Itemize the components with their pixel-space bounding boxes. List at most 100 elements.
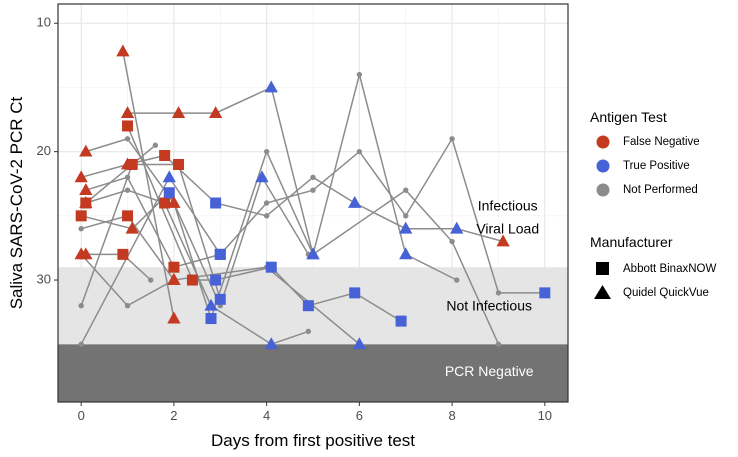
data-point-square xyxy=(173,158,185,170)
data-point-triangle xyxy=(167,311,181,324)
subject-line xyxy=(80,163,222,306)
data-point-circle xyxy=(78,341,84,347)
data-point-circle xyxy=(356,148,363,155)
data-point-triangle xyxy=(125,221,139,234)
data-point-circle xyxy=(356,71,363,78)
data-point-square xyxy=(210,274,222,286)
legend-label: True Positive xyxy=(623,160,690,172)
data-point-square xyxy=(117,248,129,260)
data-point-triangle xyxy=(167,196,181,208)
data-point-square xyxy=(214,293,226,305)
annotation-text: Not Infectious xyxy=(446,298,532,314)
annotation-text: Infectious xyxy=(478,198,538,214)
data-point-square xyxy=(265,261,277,273)
data-point-square xyxy=(186,274,198,286)
data-point-square xyxy=(168,261,180,273)
legend-label: Not Performed xyxy=(623,184,698,196)
y-tick-label: 20 xyxy=(37,143,51,158)
data-point-triangle xyxy=(399,247,413,260)
annotation-text: PCR Negative xyxy=(445,363,534,379)
data-point-triangle xyxy=(399,221,413,234)
legend-title-antigen: Antigen Test xyxy=(590,109,667,125)
data-point-triangle xyxy=(348,196,362,208)
data-points xyxy=(74,44,551,350)
subject-line xyxy=(81,175,310,308)
data-point-square xyxy=(126,158,138,170)
x-tick-label: 4 xyxy=(263,408,270,423)
data-point-square xyxy=(122,120,134,132)
legend-label: Quidel QuickVue xyxy=(623,287,709,299)
data-point-triangle xyxy=(450,221,464,234)
data-point-triangle xyxy=(79,247,93,260)
data-point-circle xyxy=(310,187,316,193)
data-point-circle xyxy=(403,213,409,219)
data-point-triangle xyxy=(120,106,135,119)
subject-line xyxy=(122,51,175,319)
data-point-square xyxy=(75,210,87,222)
data-point-triangle xyxy=(162,170,176,183)
data-point-circle xyxy=(305,328,312,335)
plot-border xyxy=(57,3,569,403)
legend-swatch-circle xyxy=(596,183,610,197)
legend-title-manufacturer: Manufacturer xyxy=(590,234,673,250)
data-point-triangle xyxy=(255,170,269,183)
band-pcr-negative xyxy=(58,344,568,402)
data-point-circle xyxy=(152,142,159,148)
data-point-square xyxy=(539,287,551,299)
data-point-triangle xyxy=(204,298,218,311)
x-tick-label: 2 xyxy=(170,408,177,423)
data-point-circle xyxy=(454,277,460,283)
data-point-triangle xyxy=(79,196,93,208)
annotation-text: Viral Load xyxy=(476,221,539,237)
data-point-circle xyxy=(263,200,270,206)
x-tick-label: 10 xyxy=(538,408,552,423)
data-point-square xyxy=(159,149,171,161)
data-point-circle xyxy=(263,148,270,155)
x-tick-label: 0 xyxy=(78,408,85,423)
data-point-circle xyxy=(124,187,131,193)
y-axis-title: Saliva SARS-CoV-2 PCR Ct xyxy=(7,96,26,309)
data-point-square xyxy=(214,248,226,260)
data-point-circle xyxy=(449,238,455,245)
data-point-square xyxy=(159,197,171,209)
data-point-triangle xyxy=(79,183,93,196)
data-point-triangle xyxy=(167,273,181,285)
data-point-triangle xyxy=(496,234,510,247)
x-axis-title: Days from first positive test xyxy=(211,431,415,450)
data-point-square xyxy=(210,197,222,209)
legend-swatch-square xyxy=(596,262,609,275)
data-point-triangle xyxy=(171,106,186,119)
data-point-square xyxy=(205,313,217,325)
data-point-circle xyxy=(124,136,131,142)
data-point-circle xyxy=(495,341,502,347)
data-point-circle xyxy=(263,213,270,219)
data-point-triangle xyxy=(208,106,223,119)
legend-swatch-circle xyxy=(596,135,610,149)
subject-line xyxy=(85,189,309,346)
legend-label: False Negative xyxy=(623,136,700,148)
data-point-square xyxy=(163,187,175,199)
data-point-circle xyxy=(78,303,84,309)
subject-line xyxy=(85,144,156,204)
y-tick-label: 30 xyxy=(37,271,51,286)
data-point-triangle xyxy=(352,337,367,350)
legend-label: Abbott BinaxNOW xyxy=(623,263,716,275)
data-point-triangle xyxy=(74,170,88,183)
data-point-circle xyxy=(124,303,131,309)
data-point-square xyxy=(122,210,134,222)
data-point-circle xyxy=(148,277,154,283)
data-point-circle xyxy=(449,136,455,142)
data-point-circle xyxy=(310,174,316,181)
data-point-triangle xyxy=(264,80,278,93)
data-point-triangle xyxy=(116,44,130,57)
data-point-circle xyxy=(78,225,84,232)
data-point-square xyxy=(302,300,314,312)
data-point-square xyxy=(349,287,361,299)
data-point-triangle xyxy=(264,337,278,350)
data-point-circle xyxy=(495,290,502,296)
data-point-triangle xyxy=(120,157,135,170)
data-point-circle xyxy=(124,174,131,181)
data-point-triangle xyxy=(306,247,320,260)
y-tick-label: 10 xyxy=(37,15,51,30)
